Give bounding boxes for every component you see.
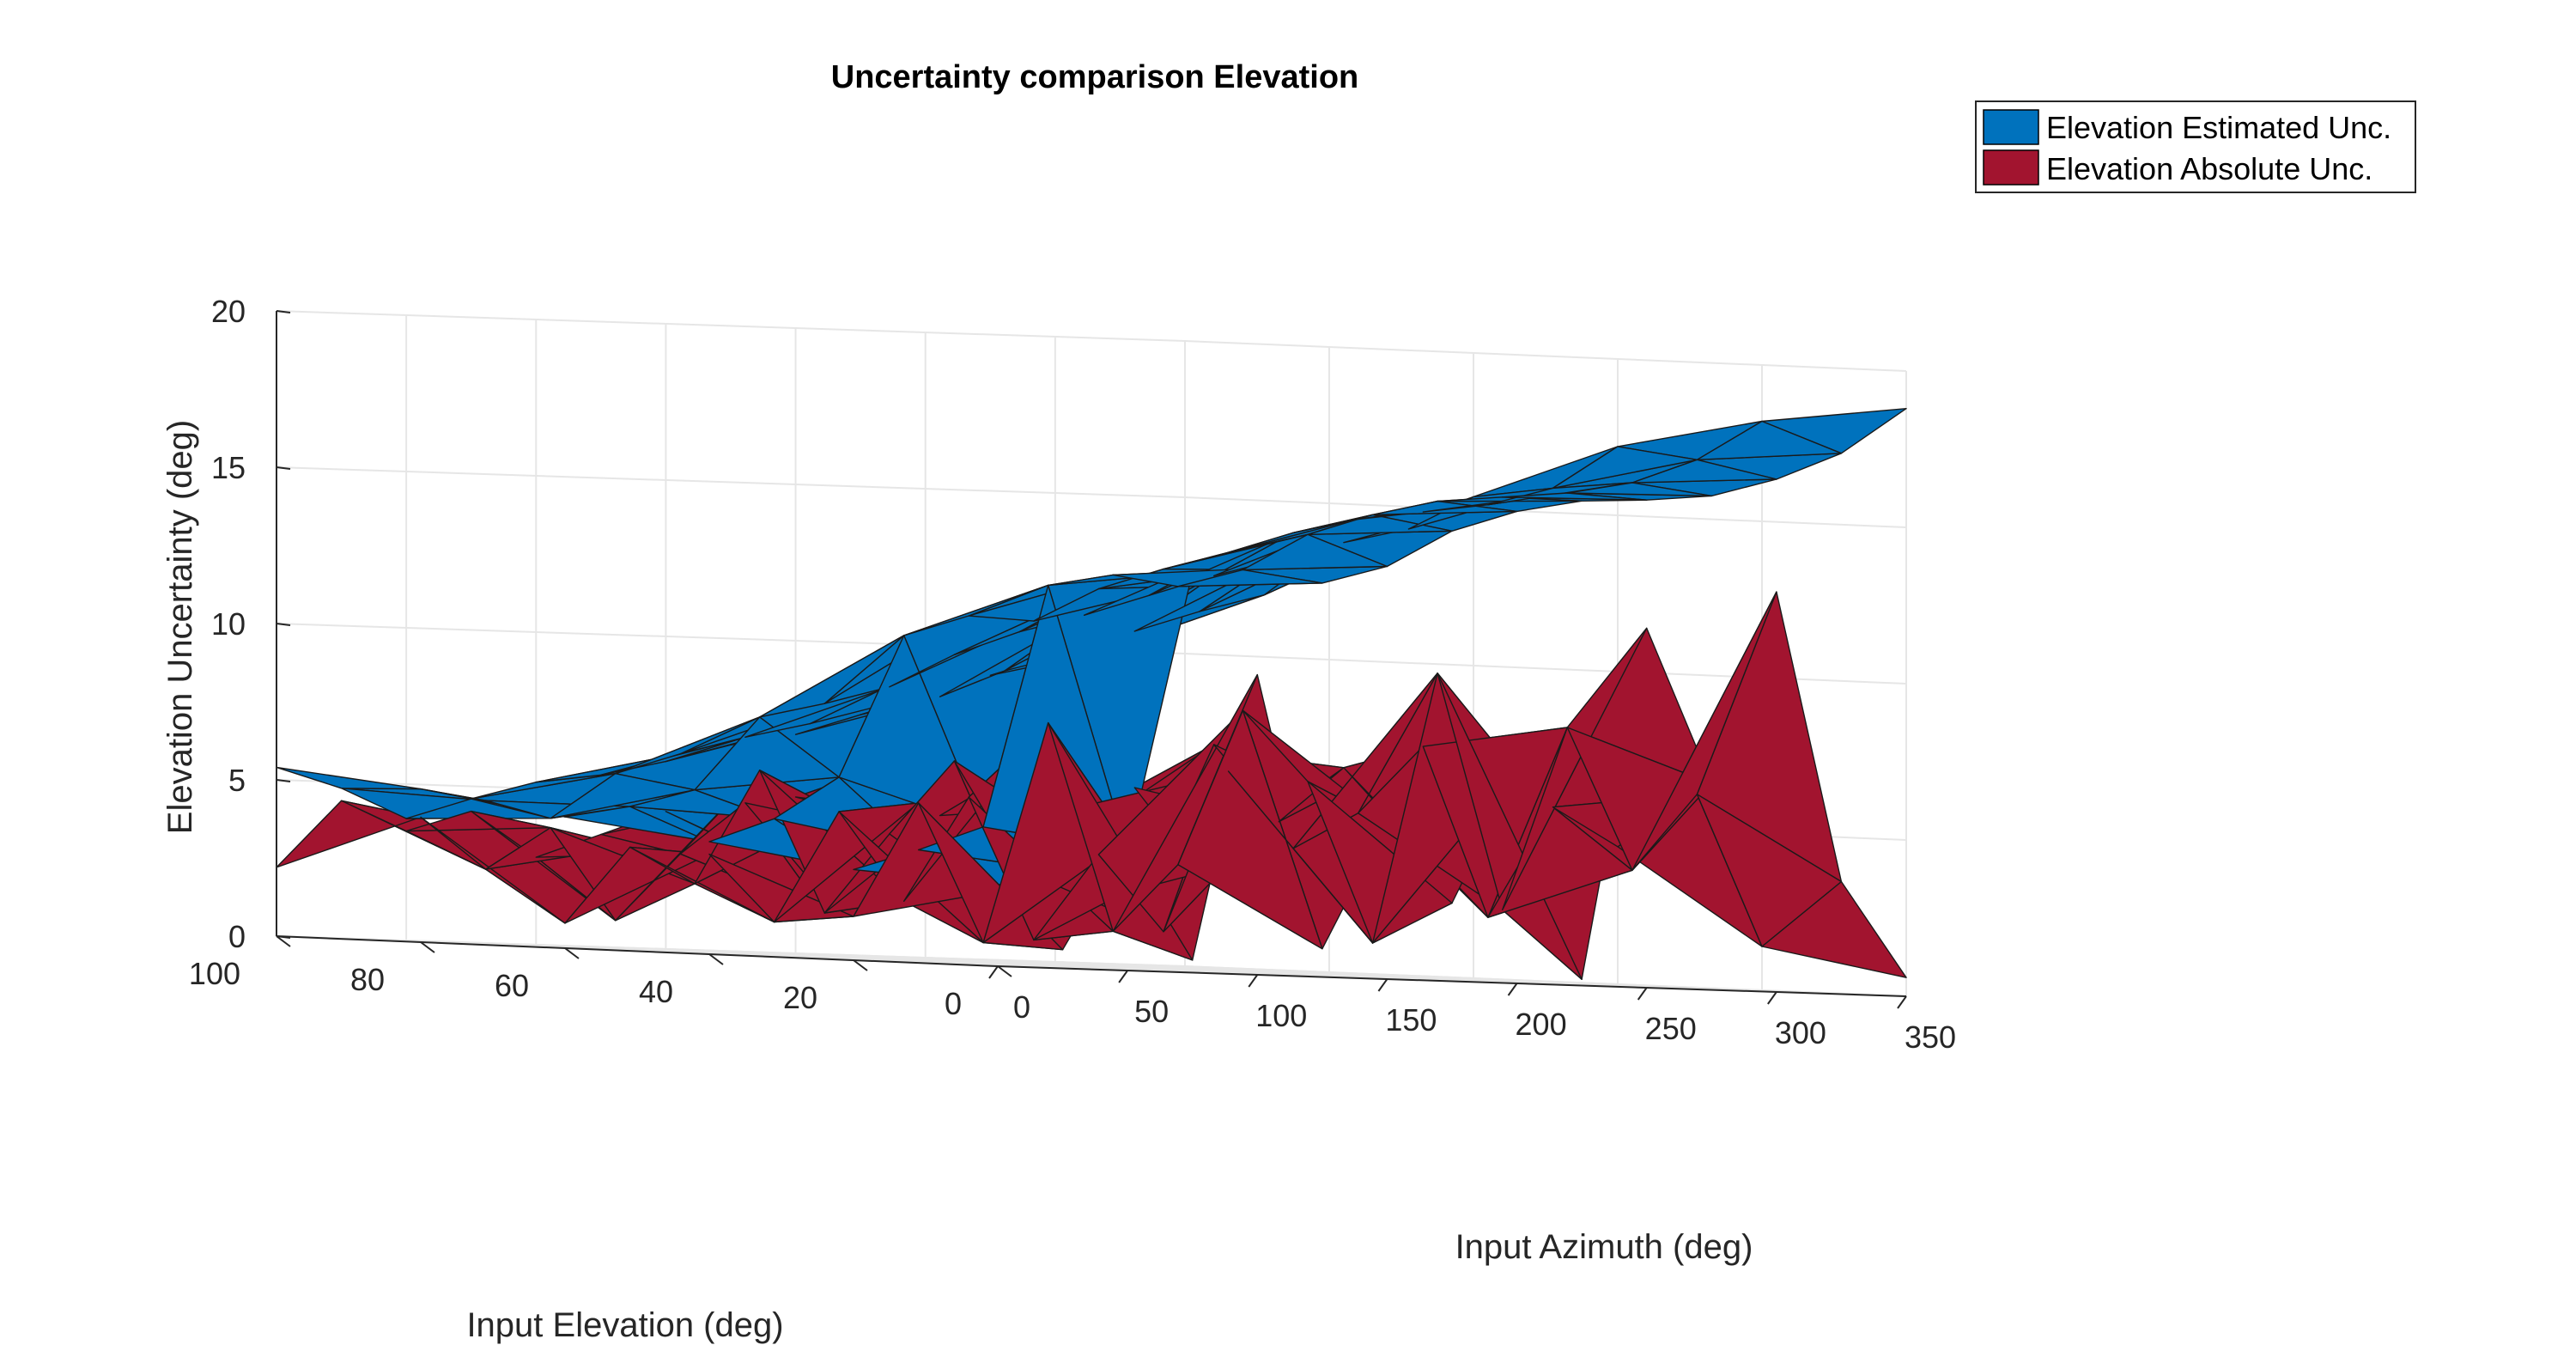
surface-facet-absolute bbox=[1696, 794, 1843, 947]
x-tick-label: 50 bbox=[1134, 994, 1169, 1029]
surface-facet-estimated bbox=[1552, 446, 1698, 490]
surface-facet-estimated bbox=[550, 773, 696, 819]
surface-facet-estimated bbox=[1631, 459, 1777, 484]
surface-facet-estimated bbox=[759, 635, 905, 718]
surface-facet-estimated bbox=[1242, 533, 1388, 571]
z-tick bbox=[276, 935, 291, 939]
surface-facet-absolute bbox=[340, 800, 487, 870]
surface-facet-absolute bbox=[1227, 770, 1374, 944]
z-tick bbox=[276, 779, 291, 782]
surface-facet-estimated bbox=[1566, 482, 1713, 497]
surface-facet-estimated bbox=[1163, 533, 1309, 570]
surface-facet-absolute bbox=[1501, 627, 1648, 911]
surface-facet-absolute bbox=[1292, 672, 1438, 849]
x-tick-label: 300 bbox=[1775, 1015, 1826, 1050]
grid-line bbox=[420, 941, 1330, 973]
surface-facet-estimated bbox=[1307, 514, 1453, 535]
surface-facet-estimated bbox=[615, 716, 761, 775]
x-tick bbox=[1507, 983, 1518, 996]
surface-facet-absolute bbox=[1177, 709, 1323, 950]
legend-label-estimated: Elevation Estimated Unc. bbox=[2046, 110, 2391, 145]
axes-layer: 0 50 100 150 200 250 300 3500204060801000510152… bbox=[189, 294, 1956, 1055]
surface-facet-absolute bbox=[629, 846, 775, 923]
surface-facet-absolute bbox=[564, 846, 710, 924]
x-tick-label: 250 bbox=[1645, 1011, 1697, 1046]
surface-facet-absolute bbox=[773, 802, 920, 923]
legend-swatch-absolute bbox=[1983, 149, 2039, 186]
surface-facet-absolute bbox=[471, 810, 617, 922]
z-tick bbox=[276, 466, 291, 470]
grid-line bbox=[564, 947, 1474, 979]
surface-facet-absolute bbox=[1631, 591, 1777, 871]
grid-line bbox=[276, 310, 1186, 342]
grid-line bbox=[276, 466, 1186, 498]
surface-facet-absolute bbox=[1437, 672, 1583, 980]
y-tick-label: 20 bbox=[783, 980, 817, 1015]
x-tick-label: 150 bbox=[1385, 1002, 1437, 1038]
surface-facet-absolute bbox=[708, 853, 854, 923]
y-tick-label: 60 bbox=[495, 968, 529, 1003]
z-axis-label: Elevation Uncertainty (deg) bbox=[161, 420, 199, 834]
surface-facet-estimated bbox=[564, 806, 710, 843]
z-tick bbox=[276, 623, 291, 626]
surface-facet-absolute bbox=[982, 721, 1128, 944]
x-tick bbox=[1637, 987, 1648, 1001]
surface-facet-absolute bbox=[405, 810, 551, 832]
x-tick bbox=[1118, 970, 1128, 983]
surface-facet-estimated bbox=[276, 766, 422, 790]
surface-facet-estimated bbox=[1501, 492, 1648, 501]
grid-line bbox=[1184, 340, 1907, 372]
y-tick bbox=[708, 953, 724, 965]
grid-line bbox=[708, 953, 1619, 985]
x-axis-label: Input Azimuth (deg) bbox=[1455, 1228, 1753, 1266]
surface-facet-absolute bbox=[420, 816, 566, 924]
x-tick-label: 200 bbox=[1516, 1007, 1567, 1042]
x-tick bbox=[1248, 974, 1259, 988]
y-tick-label: 80 bbox=[350, 962, 385, 997]
y-tick bbox=[997, 965, 1012, 977]
surface-layer bbox=[276, 408, 1907, 980]
y-tick bbox=[853, 959, 868, 971]
y-axis-line bbox=[276, 935, 999, 967]
surface-facet-absolute bbox=[1307, 781, 1453, 944]
y-tick bbox=[276, 935, 291, 947]
grid-line bbox=[276, 935, 1186, 967]
y-tick-label: 100 bbox=[189, 956, 240, 991]
y-tick bbox=[420, 941, 435, 953]
surface-facet-estimated bbox=[1696, 420, 1843, 460]
legend-box bbox=[1975, 100, 2416, 193]
z-tick bbox=[276, 310, 291, 313]
legend-swatch-estimated bbox=[1983, 109, 2039, 145]
grid-line bbox=[1184, 496, 1907, 528]
z-tick-label: 15 bbox=[211, 450, 246, 485]
y-tick bbox=[564, 947, 580, 959]
surface-facet-absolute bbox=[276, 800, 422, 868]
grid-line bbox=[853, 959, 1763, 991]
x-tick bbox=[988, 965, 999, 979]
surface-facet-absolute bbox=[484, 827, 631, 870]
z-tick-label: 10 bbox=[211, 606, 246, 642]
y-axis-label: Input Elevation (deg) bbox=[466, 1306, 783, 1344]
grid-line bbox=[1184, 653, 1907, 685]
x-tick-label: 0 bbox=[1013, 989, 1030, 1025]
surface-facet-estimated bbox=[902, 584, 1049, 636]
chart-title: Uncertainty comparison Elevation bbox=[831, 59, 1359, 95]
legend-label-absolute: Elevation Absolute Unc. bbox=[2046, 151, 2372, 186]
surface-facet-absolute bbox=[1566, 727, 1713, 871]
z-tick-label: 5 bbox=[228, 763, 246, 798]
y-tick-label: 0 bbox=[945, 986, 962, 1021]
surface-facet-estimated bbox=[1033, 586, 1179, 622]
x-axis-line bbox=[997, 965, 1907, 997]
legend: Elevation Estimated Unc. Elevation Absol… bbox=[1975, 100, 2416, 193]
x-tick bbox=[1897, 995, 1907, 1009]
x-tick-label: 100 bbox=[1255, 998, 1307, 1033]
x-tick bbox=[1377, 978, 1388, 992]
z-tick-label: 0 bbox=[228, 919, 246, 954]
z-tick-label: 20 bbox=[211, 294, 246, 329]
surface-facet-estimated bbox=[1177, 569, 1323, 587]
y-tick-label: 40 bbox=[639, 974, 673, 1009]
x-tick bbox=[1767, 991, 1777, 1005]
x-tick-label: 350 bbox=[1905, 1019, 1956, 1055]
